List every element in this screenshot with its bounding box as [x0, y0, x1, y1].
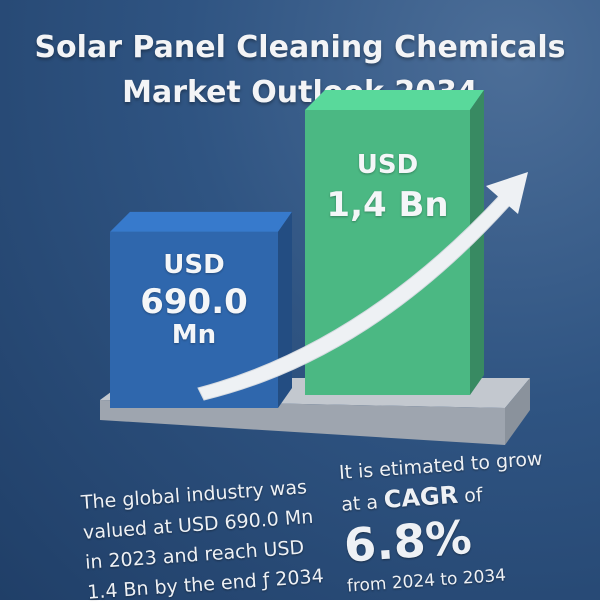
shelf-front — [100, 400, 505, 445]
title-line-1: Solar Panel Cleaning Chemicals — [34, 30, 566, 65]
shelf-side — [505, 378, 530, 445]
cagr-post: of — [457, 484, 484, 508]
bar-2034-top — [305, 90, 484, 110]
bar-2034-label-value: 1,4 Bn — [326, 185, 449, 225]
bar-2023-label-unit: Mn — [171, 320, 217, 350]
bar-2034-side — [470, 90, 484, 395]
industry-summary: The global industry was valued at USD 69… — [80, 471, 325, 607]
cagr-summary: It is etimated to grow at a CAGR of 6.8%… — [338, 444, 551, 602]
bar-2023 — [110, 231, 278, 408]
growth-arrow-head — [486, 172, 528, 214]
bar-2023-top — [110, 211, 292, 232]
cagr-label: CAGR — [382, 480, 460, 514]
bar-2023-label-currency: USD — [163, 250, 225, 280]
cagr-pre: at a — [340, 490, 385, 516]
bar-2034-label-currency: USD — [356, 150, 419, 180]
bar-2023-label-value: 690.0 — [140, 282, 248, 322]
bar-2023-side — [278, 211, 292, 408]
